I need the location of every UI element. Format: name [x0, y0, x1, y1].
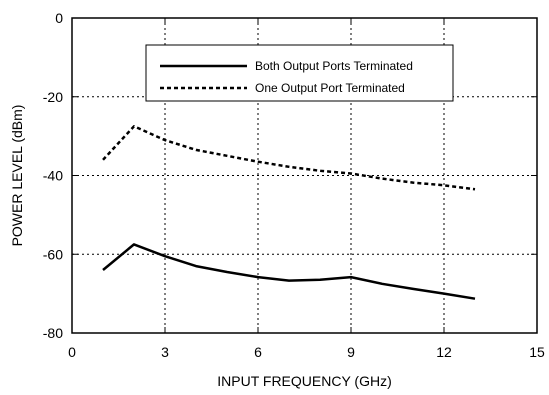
- x-axis-title: INPUT FREQUENCY (GHz): [217, 373, 392, 389]
- legend-box: [145, 44, 454, 102]
- y-tick-label: 0: [55, 10, 63, 26]
- x-tick-label: 3: [161, 344, 169, 360]
- legend-label-both-ports: Both Output Ports Terminated: [255, 59, 413, 73]
- y-axis-title: POWER LEVEL (dBm): [9, 105, 25, 247]
- y-axis-ticks: 0 -20 -40 -60 -80: [43, 10, 537, 341]
- y-tick-label: -60: [43, 246, 63, 262]
- x-axis-ticks: 0 3 6 9 12 15: [68, 18, 545, 360]
- series-lines: [102, 125, 476, 300]
- x-tick-label: 12: [436, 344, 452, 360]
- x-tick-label: 0: [68, 344, 76, 360]
- legend: Both Output Ports Terminated One Output …: [145, 44, 454, 102]
- y-tick-label: -80: [43, 325, 63, 341]
- x-tick-label: 9: [347, 344, 355, 360]
- series-line-both-ports: [102, 243, 476, 300]
- x-tick-label: 6: [254, 344, 262, 360]
- series-line-one-port: [102, 125, 476, 191]
- legend-label-one-port: One Output Port Terminated: [255, 81, 405, 95]
- y-tick-label: -20: [43, 89, 63, 105]
- y-tick-label: -40: [43, 168, 63, 184]
- x-tick-label: 15: [529, 344, 545, 360]
